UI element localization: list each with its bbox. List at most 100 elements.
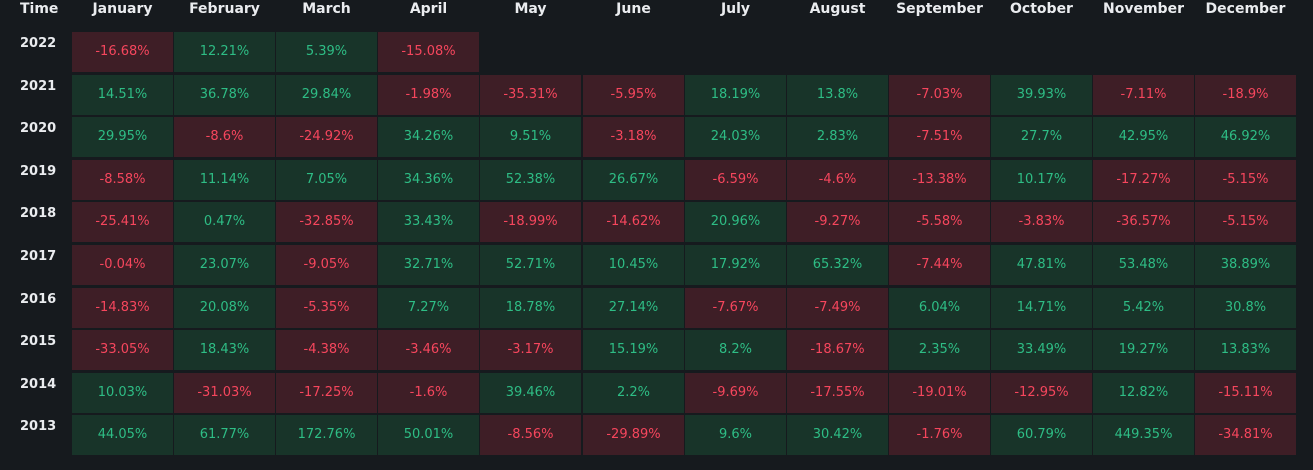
return-cell-2018-june[interactable]: -14.62% (583, 202, 684, 242)
return-cell-2013-april[interactable]: 50.01% (378, 415, 479, 455)
return-cell-2016-july[interactable]: -7.67% (685, 288, 786, 328)
return-cell-2013-november[interactable]: 449.35% (1093, 415, 1194, 455)
return-cell-2014-april[interactable]: -1.6% (378, 373, 479, 413)
return-cell-2019-april[interactable]: 34.36% (378, 160, 479, 200)
return-cell-2022-march[interactable]: 5.39% (276, 32, 377, 72)
return-cell-2017-december[interactable]: 38.89% (1195, 245, 1296, 285)
return-cell-2015-may[interactable]: -3.17% (480, 330, 581, 370)
return-cell-2015-october[interactable]: 33.49% (991, 330, 1092, 370)
return-cell-2016-january[interactable]: -14.83% (72, 288, 173, 328)
return-cell-2017-april[interactable]: 32.71% (378, 245, 479, 285)
return-cell-2021-july[interactable]: 18.19% (685, 75, 786, 115)
return-cell-2018-february[interactable]: 0.47% (174, 202, 275, 242)
return-cell-2019-october[interactable]: 10.17% (991, 160, 1092, 200)
return-cell-2018-october[interactable]: -3.83% (991, 202, 1092, 242)
return-cell-2016-december[interactable]: 30.8% (1195, 288, 1296, 328)
return-cell-2014-july[interactable]: -9.69% (685, 373, 786, 413)
return-cell-2015-january[interactable]: -33.05% (72, 330, 173, 370)
return-cell-2020-august[interactable]: 2.83% (787, 117, 888, 157)
return-cell-2021-april[interactable]: -1.98% (378, 75, 479, 115)
return-cell-2014-january[interactable]: 10.03% (72, 373, 173, 413)
return-cell-2015-july[interactable]: 8.2% (685, 330, 786, 370)
return-cell-2018-april[interactable]: 33.43% (378, 202, 479, 242)
return-cell-2013-october[interactable]: 60.79% (991, 415, 1092, 455)
return-cell-2020-september[interactable]: -7.51% (889, 117, 990, 157)
return-cell-2016-february[interactable]: 20.08% (174, 288, 275, 328)
return-cell-2021-september[interactable]: -7.03% (889, 75, 990, 115)
return-cell-2016-september[interactable]: 6.04% (889, 288, 990, 328)
return-cell-2014-september[interactable]: -19.01% (889, 373, 990, 413)
return-cell-2018-july[interactable]: 20.96% (685, 202, 786, 242)
return-cell-2020-january[interactable]: 29.95% (72, 117, 173, 157)
return-cell-2020-march[interactable]: -24.92% (276, 117, 377, 157)
return-cell-2013-june[interactable]: -29.89% (583, 415, 684, 455)
return-cell-2015-march[interactable]: -4.38% (276, 330, 377, 370)
return-cell-2019-september[interactable]: -13.38% (889, 160, 990, 200)
return-cell-2021-march[interactable]: 29.84% (276, 75, 377, 115)
return-cell-2021-june[interactable]: -5.95% (583, 75, 684, 115)
return-cell-2022-february[interactable]: 12.21% (174, 32, 275, 72)
return-cell-2021-may[interactable]: -35.31% (480, 75, 581, 115)
return-cell-2017-october[interactable]: 47.81% (991, 245, 1092, 285)
return-cell-2017-may[interactable]: 52.71% (480, 245, 581, 285)
return-cell-2018-august[interactable]: -9.27% (787, 202, 888, 242)
return-cell-2018-september[interactable]: -5.58% (889, 202, 990, 242)
return-cell-2020-june[interactable]: -3.18% (583, 117, 684, 157)
return-cell-2021-january[interactable]: 14.51% (72, 75, 173, 115)
return-cell-2017-march[interactable]: -9.05% (276, 245, 377, 285)
return-cell-2013-december[interactable]: -34.81% (1195, 415, 1296, 455)
return-cell-2013-august[interactable]: 30.42% (787, 415, 888, 455)
return-cell-2016-june[interactable]: 27.14% (583, 288, 684, 328)
return-cell-2019-march[interactable]: 7.05% (276, 160, 377, 200)
return-cell-2020-december[interactable]: 46.92% (1195, 117, 1296, 157)
return-cell-2018-november[interactable]: -36.57% (1093, 202, 1194, 242)
return-cell-2018-december[interactable]: -5.15% (1195, 202, 1296, 242)
return-cell-2017-january[interactable]: -0.04% (72, 245, 173, 285)
return-cell-2019-june[interactable]: 26.67% (583, 160, 684, 200)
return-cell-2017-august[interactable]: 65.32% (787, 245, 888, 285)
return-cell-2017-november[interactable]: 53.48% (1093, 245, 1194, 285)
return-cell-2013-february[interactable]: 61.77% (174, 415, 275, 455)
return-cell-2017-june[interactable]: 10.45% (583, 245, 684, 285)
return-cell-2020-april[interactable]: 34.26% (378, 117, 479, 157)
return-cell-2020-july[interactable]: 24.03% (685, 117, 786, 157)
return-cell-2013-may[interactable]: -8.56% (480, 415, 581, 455)
return-cell-2014-october[interactable]: -12.95% (991, 373, 1092, 413)
return-cell-2018-march[interactable]: -32.85% (276, 202, 377, 242)
return-cell-2014-december[interactable]: -15.11% (1195, 373, 1296, 413)
return-cell-2022-january[interactable]: -16.68% (72, 32, 173, 72)
return-cell-2019-january[interactable]: -8.58% (72, 160, 173, 200)
return-cell-2017-september[interactable]: -7.44% (889, 245, 990, 285)
return-cell-2020-october[interactable]: 27.7% (991, 117, 1092, 157)
return-cell-2013-september[interactable]: -1.76% (889, 415, 990, 455)
return-cell-2014-march[interactable]: -17.25% (276, 373, 377, 413)
return-cell-2021-october[interactable]: 39.93% (991, 75, 1092, 115)
return-cell-2015-august[interactable]: -18.67% (787, 330, 888, 370)
return-cell-2019-november[interactable]: -17.27% (1093, 160, 1194, 200)
return-cell-2019-august[interactable]: -4.6% (787, 160, 888, 200)
return-cell-2014-may[interactable]: 39.46% (480, 373, 581, 413)
return-cell-2016-august[interactable]: -7.49% (787, 288, 888, 328)
return-cell-2016-october[interactable]: 14.71% (991, 288, 1092, 328)
return-cell-2014-february[interactable]: -31.03% (174, 373, 275, 413)
return-cell-2015-february[interactable]: 18.43% (174, 330, 275, 370)
return-cell-2019-february[interactable]: 11.14% (174, 160, 275, 200)
return-cell-2020-february[interactable]: -8.6% (174, 117, 275, 157)
return-cell-2018-january[interactable]: -25.41% (72, 202, 173, 242)
return-cell-2014-august[interactable]: -17.55% (787, 373, 888, 413)
return-cell-2019-december[interactable]: -5.15% (1195, 160, 1296, 200)
return-cell-2015-june[interactable]: 15.19% (583, 330, 684, 370)
return-cell-2021-november[interactable]: -7.11% (1093, 75, 1194, 115)
return-cell-2022-april[interactable]: -15.08% (378, 32, 479, 72)
return-cell-2021-august[interactable]: 13.8% (787, 75, 888, 115)
return-cell-2015-september[interactable]: 2.35% (889, 330, 990, 370)
return-cell-2017-february[interactable]: 23.07% (174, 245, 275, 285)
return-cell-2017-july[interactable]: 17.92% (685, 245, 786, 285)
return-cell-2013-march[interactable]: 172.76% (276, 415, 377, 455)
return-cell-2016-november[interactable]: 5.42% (1093, 288, 1194, 328)
return-cell-2014-june[interactable]: 2.2% (583, 373, 684, 413)
return-cell-2015-april[interactable]: -3.46% (378, 330, 479, 370)
return-cell-2015-november[interactable]: 19.27% (1093, 330, 1194, 370)
return-cell-2020-november[interactable]: 42.95% (1093, 117, 1194, 157)
return-cell-2015-december[interactable]: 13.83% (1195, 330, 1296, 370)
